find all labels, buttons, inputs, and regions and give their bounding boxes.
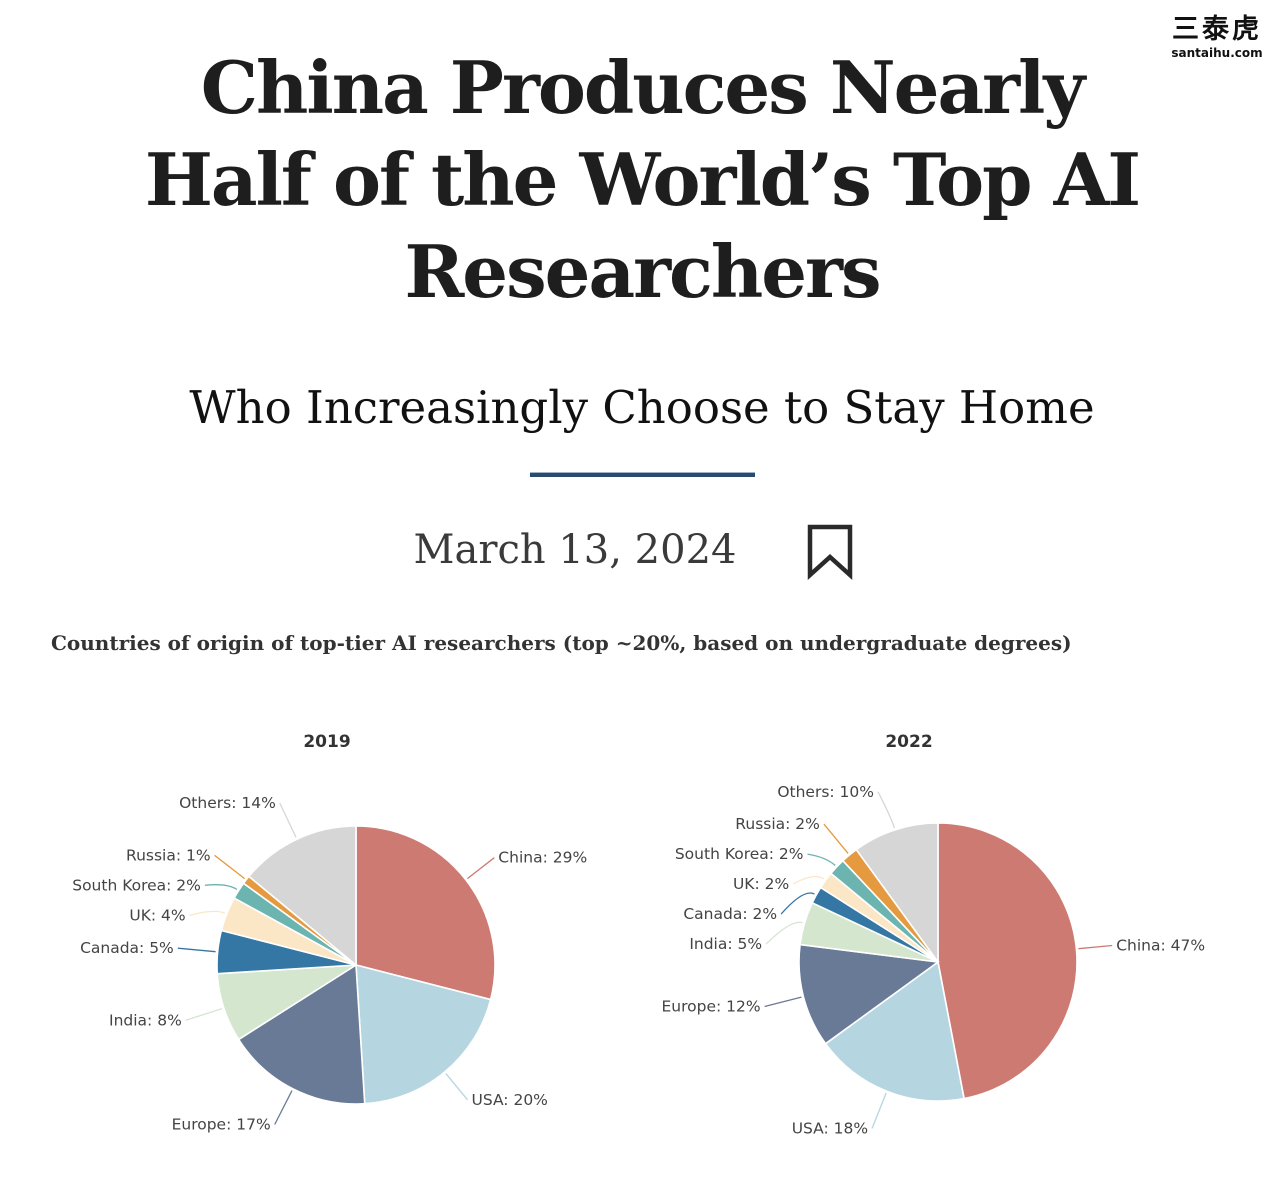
- slice-label-canada: Canada: 2%: [683, 905, 777, 923]
- publish-date: March 13, 2024: [413, 527, 737, 573]
- slice-label-south-korea: South Korea: 2%: [72, 876, 201, 894]
- leader-line-india: [765, 921, 803, 945]
- chart-heading: Countries of origin of top-tier AI resea…: [51, 631, 1072, 655]
- pie-title: 2022: [885, 732, 932, 752]
- leader-line-usa: [445, 1073, 469, 1101]
- leader-line-uk: [792, 875, 825, 885]
- leader-line-europe: [764, 996, 802, 1008]
- pie-slice-europe: [798, 943, 941, 1045]
- bookmark-icon: [807, 524, 853, 581]
- article-subtitle: Who Increasingly Choose to Stay Home: [189, 381, 1095, 434]
- pie-slice-europe: [237, 963, 366, 1105]
- slice-label-china: China: 29%: [498, 849, 587, 867]
- leader-line-canada: [780, 892, 815, 915]
- leader-line-others: [877, 791, 896, 829]
- leader-line-china: [1078, 944, 1113, 950]
- leader-line-canada: [177, 947, 216, 953]
- slice-label-china: China: 47%: [1116, 937, 1205, 955]
- leader-line-others: [279, 802, 297, 838]
- logo-chinese-text: 三泰虎: [1172, 14, 1262, 45]
- slice-label-europe: Europe: 17%: [172, 1116, 271, 1134]
- leader-line-usa: [871, 1092, 887, 1129]
- article-headline: China Produces Nearly Half of the World’…: [144, 45, 1141, 314]
- slice-label-uk: UK: 2%: [733, 875, 789, 893]
- title-divider: [530, 472, 755, 477]
- slice-label-south-korea: South Korea: 2%: [675, 845, 804, 863]
- pie-chart-2019: 2019 China: 29% USA: 20% Others: 14% Russia:…: [72, 732, 587, 1134]
- slice-label-russia: Russia: 2%: [735, 815, 820, 833]
- leader-line-india: [185, 1007, 223, 1021]
- pie-slice-usa: [355, 963, 492, 1105]
- leader-line-europe: [274, 1090, 293, 1125]
- slice-label-canada: Canada: 5%: [80, 939, 174, 957]
- pie-slice-others: [855, 822, 939, 965]
- slice-label-india: India: 8%: [109, 1011, 182, 1029]
- pie-slice-usa: [824, 960, 965, 1102]
- slice-label-others: Others: 10%: [777, 783, 874, 801]
- logo-domain-text: santaihu.com: [1171, 46, 1263, 60]
- pie-slice-others: [247, 825, 357, 967]
- leader-line-south-korea: [807, 853, 836, 866]
- slice-label-uk: UK: 4%: [129, 906, 185, 924]
- slice-label-usa: USA: 20%: [472, 1091, 548, 1109]
- slice-label-europe: Europe: 12%: [661, 998, 760, 1016]
- pie-charts: 2019 China: 29% USA: 20% Others: 14% Russia:…: [72, 732, 1205, 1137]
- pie-title: 2019: [303, 732, 350, 752]
- slice-label-russia: Russia: 1%: [126, 846, 211, 864]
- bookmark-button[interactable]: [806, 523, 854, 581]
- leader-line-south-korea: [204, 884, 238, 890]
- leader-line-china: [467, 857, 495, 880]
- slice-label-usa: USA: 18%: [792, 1119, 868, 1137]
- pie-chart-2022: 2022 China: 47% Others: 10% Russia: 2% South…: [661, 732, 1205, 1137]
- leader-line-russia: [214, 854, 245, 880]
- santaihu-logo: 三泰虎 santaihu.com: [1162, 14, 1272, 60]
- pie-slice-china: [937, 822, 1078, 1100]
- leader-line-russia: [823, 823, 849, 854]
- slice-label-india: India: 5%: [689, 935, 762, 953]
- slice-label-others: Others: 14%: [179, 794, 276, 812]
- leader-line-uk: [189, 910, 226, 916]
- pie-slice-china: [355, 825, 496, 1001]
